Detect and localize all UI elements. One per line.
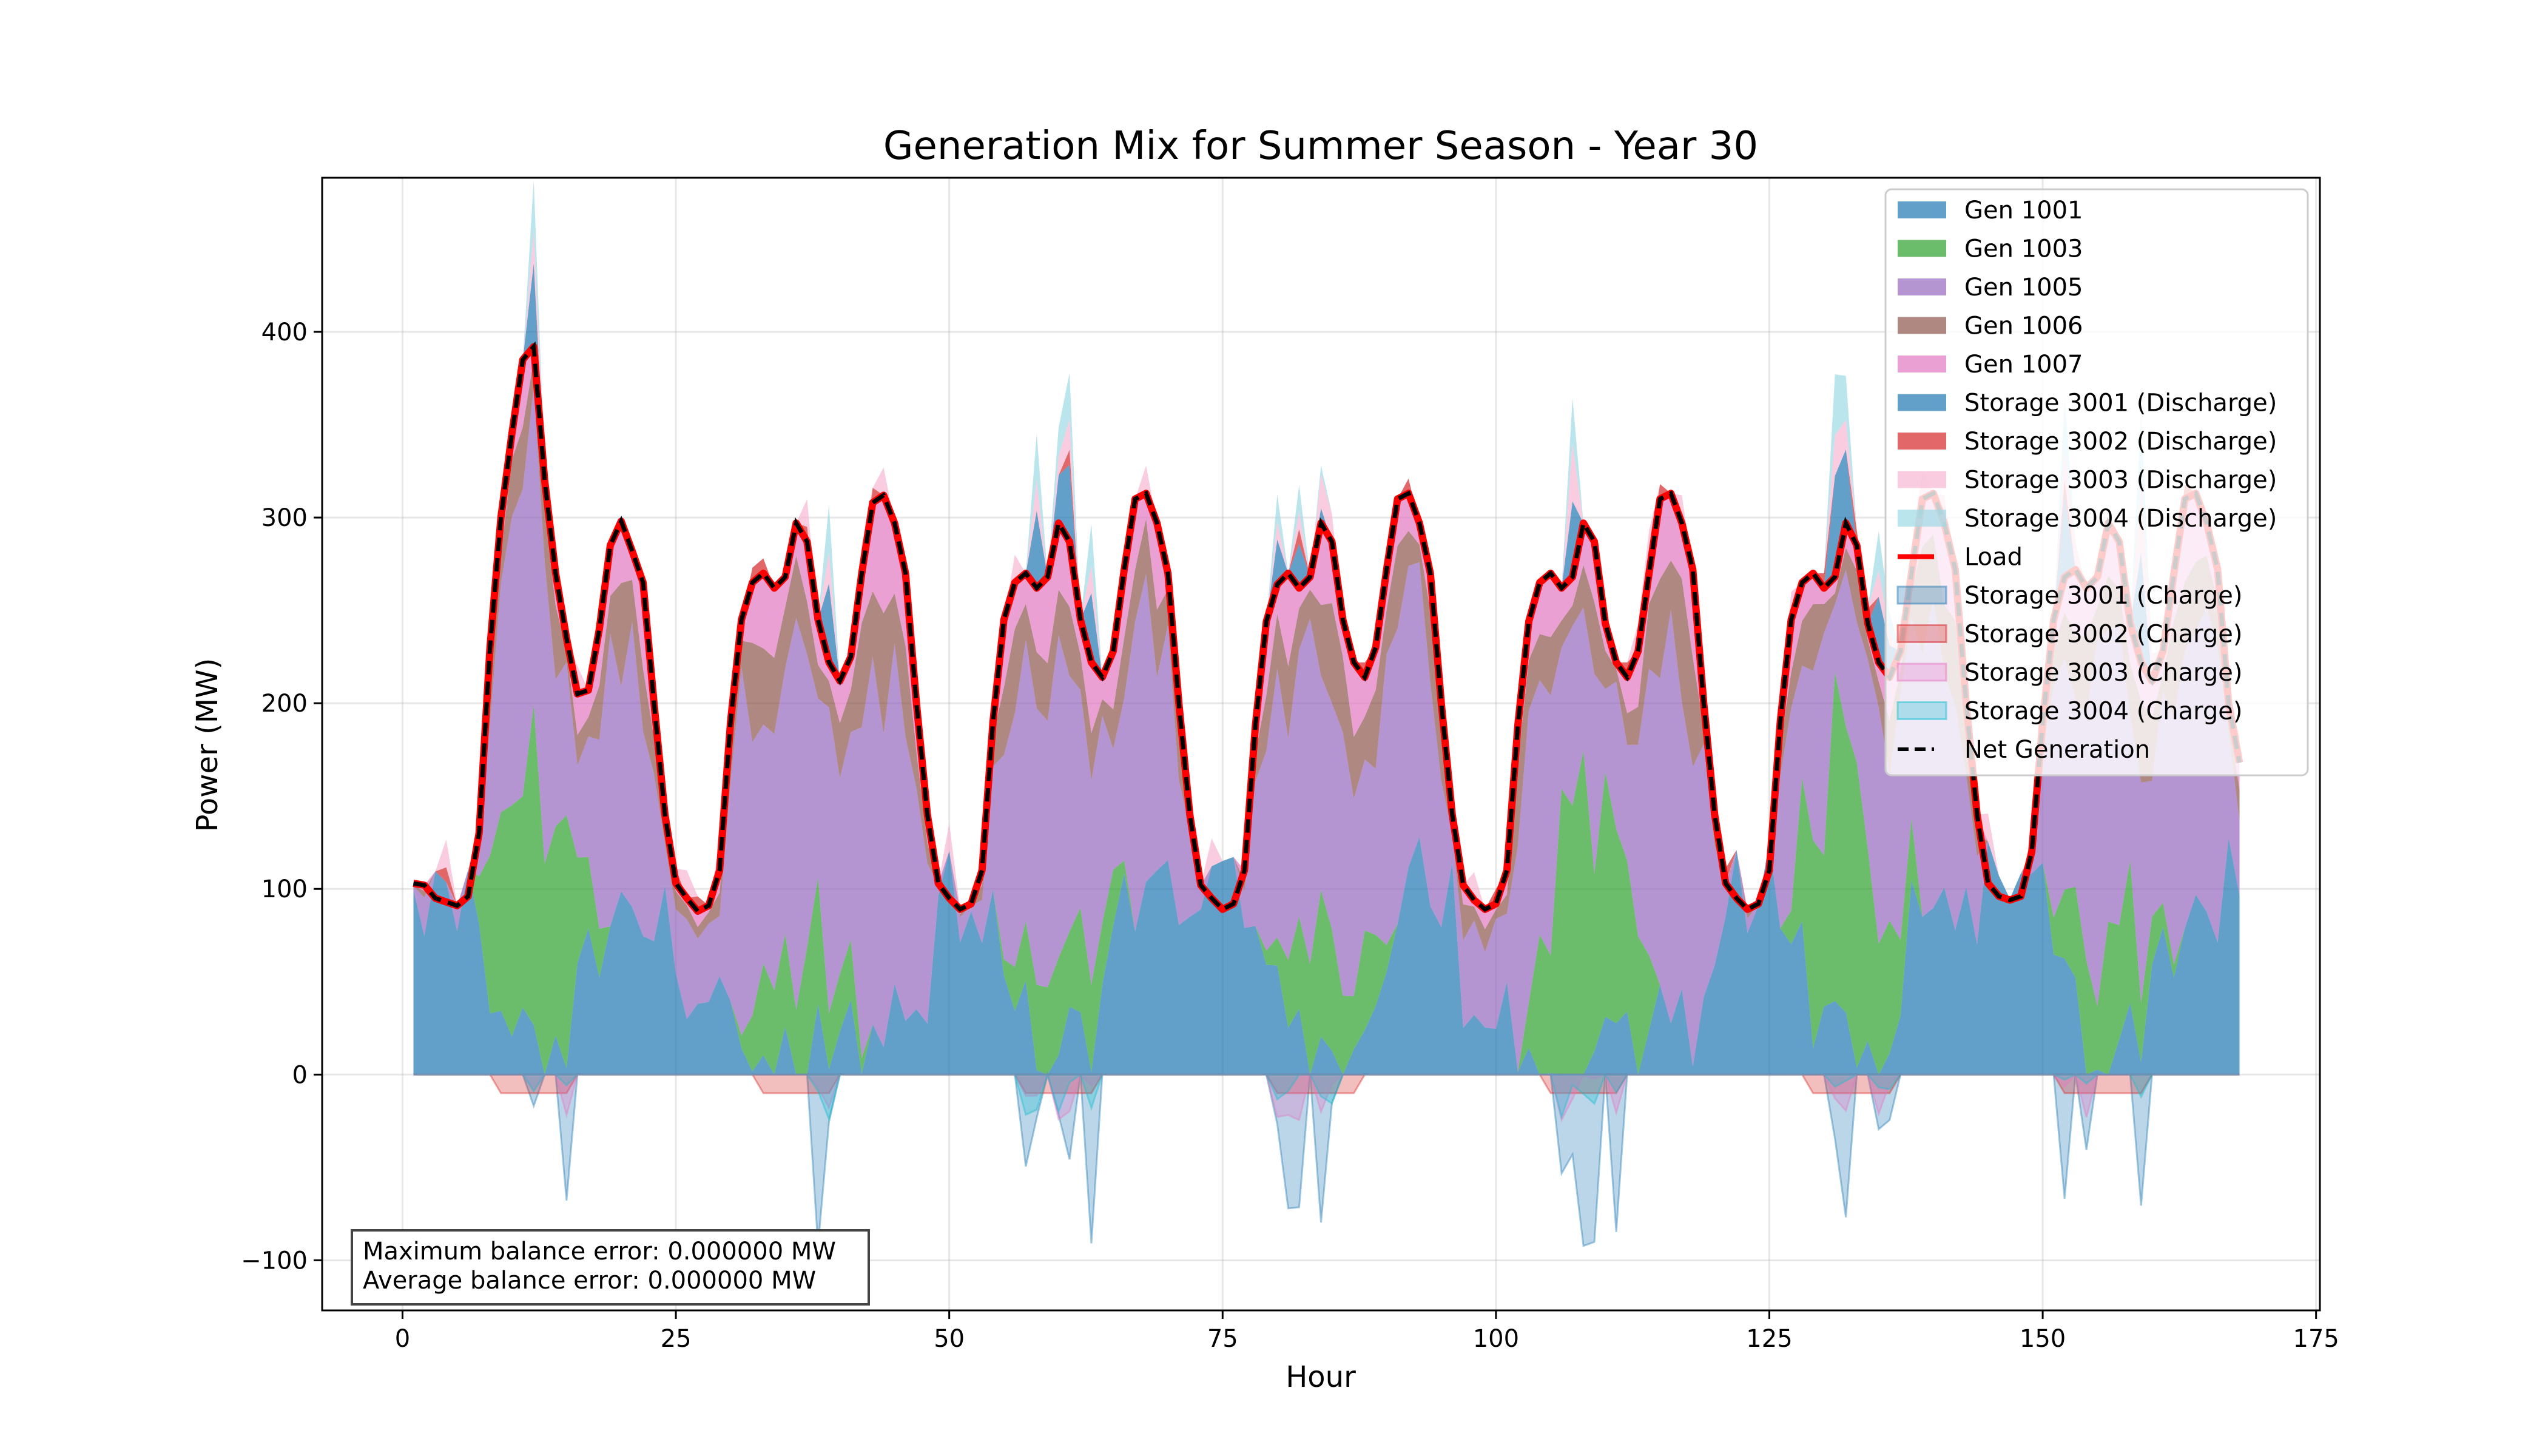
x-tick-label: 0: [395, 1325, 410, 1353]
legend-swatch: [1898, 240, 1946, 257]
legend-label: Gen 1003: [1964, 235, 2083, 263]
y-tick-label: 0: [292, 1061, 308, 1089]
legend-label: Storage 3003 (Discharge): [1964, 467, 2277, 494]
area-storage-3001-charge-: [413, 1071, 2240, 1247]
legend-item: Gen 1006: [1898, 312, 2083, 340]
legend-swatch: [1898, 356, 1946, 372]
plot-frame: [321, 177, 2321, 1312]
legend-swatch: [1898, 394, 1946, 411]
legend-swatch: [1896, 662, 1947, 682]
y-tick-label: 100: [261, 875, 308, 903]
x-tick-label: 125: [1746, 1325, 1792, 1353]
legend-item: Storage 3003 (Charge): [1896, 659, 2242, 687]
legend-label: Gen 1005: [1964, 274, 2083, 302]
area-storage-3004-charge-: [413, 1071, 2240, 1122]
y-tick-label: 300: [261, 504, 308, 532]
y-tick-label: 400: [261, 318, 308, 346]
legend-label: Gen 1007: [1964, 351, 2083, 379]
legend-item: Storage 3002 (Discharge): [1898, 428, 2277, 456]
legend-swatch: [1898, 433, 1946, 450]
legend-label: Storage 3001 (Discharge): [1964, 389, 2277, 417]
x-tick-label: 150: [2020, 1325, 2066, 1353]
area-gen-1005: [413, 386, 2240, 1072]
legend-item: Net Generation: [1898, 736, 2150, 764]
legend-label: Gen 1006: [1964, 312, 2083, 340]
legend-swatch: [1896, 624, 1947, 643]
legend-swatch: [1898, 510, 1946, 527]
x-tick-label: 75: [1207, 1325, 1238, 1353]
y-tick-label: −100: [241, 1247, 308, 1275]
legend-swatch: [1898, 317, 1946, 334]
y-tick-label: 200: [261, 690, 308, 718]
legend-label: Storage 3002 (Discharge): [1964, 428, 2277, 456]
legend: Gen 1001 Gen 1003 Gen 1005 Gen 1006 Gen 1007…: [1884, 188, 2309, 777]
legend-item: Gen 1001: [1898, 197, 2083, 224]
legend-item: Gen 1003: [1898, 235, 2083, 263]
y-axis-ticks: −100 0 100 200 300 400: [241, 318, 322, 1275]
legend-swatch: [1898, 278, 1946, 295]
y-axis-label: Power (MW): [190, 658, 224, 832]
legend-item: Gen 1005: [1898, 274, 2083, 302]
area-gen-1003: [413, 672, 2240, 1075]
balance-error-annotation: Maximum balance error: 0.000000 MW Avera…: [351, 1229, 870, 1306]
legend-swatch: [1896, 701, 1947, 720]
plot-areas: [413, 180, 2240, 1247]
legend-item: Load: [1898, 544, 2023, 571]
x-tick-label: 25: [661, 1325, 692, 1353]
legend-label: Storage 3002 (Charge): [1964, 621, 2242, 649]
x-tick-label: 175: [2293, 1325, 2339, 1353]
area-gen-1001: [413, 837, 2240, 1075]
annotation-max-error: Maximum balance error: 0.000000 MW: [363, 1238, 836, 1266]
x-axis-label: Hour: [1286, 1360, 1356, 1394]
legend-label: Storage 3004 (Charge): [1964, 698, 2242, 726]
x-tick-label: 50: [934, 1325, 965, 1353]
x-axis-ticks: 0 25 50 75 100 125 150 175: [395, 1310, 2339, 1353]
area-gen-1006: [413, 359, 2240, 952]
legend-swatch: [1896, 585, 1947, 605]
annotation-box: [351, 1229, 870, 1306]
legend-swatch: [1898, 201, 1946, 218]
legend-item: Storage 3001 (Charge): [1896, 582, 2242, 610]
legend-item: Storage 3001 (Discharge): [1898, 389, 2277, 417]
chart-title: Generation Mix for Summer Season - Year …: [883, 124, 1758, 169]
legend-label: Net Generation: [1964, 736, 2150, 764]
legend-label: Gen 1001: [1964, 197, 2083, 224]
annotation-avg-error: Average balance error: 0.000000 MW: [363, 1267, 816, 1295]
legend-label: Storage 3003 (Charge): [1964, 659, 2242, 687]
legend-item: Storage 3004 (Discharge): [1898, 505, 2277, 533]
legend-label: Storage 3001 (Charge): [1964, 582, 2242, 610]
area-storage-3002-charge-: [413, 1073, 2240, 1094]
legend-item: Storage 3004 (Charge): [1896, 698, 2242, 726]
x-tick-label: 100: [1473, 1325, 1519, 1353]
legend-label: Storage 3004 (Discharge): [1964, 505, 2277, 533]
legend-item: Storage 3003 (Discharge): [1898, 467, 2277, 494]
legend-item: Gen 1007: [1898, 351, 2083, 379]
area-storage-3003-charge-: [413, 1071, 2240, 1123]
legend-swatch: [1898, 471, 1946, 488]
legend-label: Load: [1964, 544, 2023, 571]
legend-item: Storage 3002 (Charge): [1896, 621, 2242, 649]
legend-frame: [1884, 188, 2309, 777]
